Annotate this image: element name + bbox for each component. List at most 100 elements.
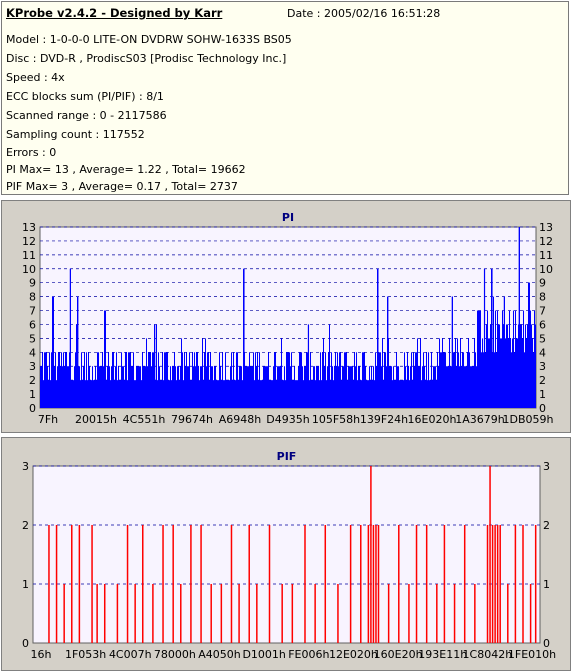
pi-bar	[412, 380, 413, 408]
pi-bar	[464, 366, 465, 408]
pif-bar	[172, 525, 174, 643]
pi-bar	[246, 366, 247, 408]
x-tick-label: 4C551h	[123, 413, 166, 426]
pif-bar	[522, 525, 524, 643]
bars	[40, 227, 536, 408]
pi-bar	[528, 282, 529, 408]
pi-bar	[101, 366, 102, 408]
pi-bar	[322, 352, 323, 408]
pi-bar	[164, 352, 165, 408]
info-model: Model : 1-0-0-0 LITE-ON DVDRW SOHW-1633S…	[6, 33, 292, 46]
chart-title: PIF	[277, 450, 297, 463]
pi-bar	[527, 324, 528, 408]
pi-bar	[251, 366, 252, 408]
pi-bar	[485, 352, 486, 408]
pi-bar	[281, 338, 282, 408]
pi-bar	[51, 352, 52, 408]
pi-bar	[406, 380, 407, 408]
pi-bar	[372, 380, 373, 408]
pi-bar	[526, 338, 527, 408]
pi-bar	[153, 352, 154, 408]
pi-bar	[176, 380, 177, 408]
pif-bar	[496, 525, 499, 643]
pi-bar	[177, 366, 178, 408]
pi-bar	[296, 380, 297, 408]
pi-bar	[366, 380, 367, 408]
y-tick-label-right: 5	[539, 332, 546, 345]
x-tick-label: 7Fh	[38, 413, 58, 426]
pi-bar	[175, 366, 176, 408]
pi-bar	[148, 352, 149, 408]
pi-bar	[171, 380, 172, 408]
pif-bar	[152, 584, 154, 643]
pi-bar	[42, 352, 43, 408]
pi-bar	[56, 380, 57, 408]
pi-bar	[430, 380, 431, 408]
pi-bar	[369, 366, 370, 408]
pi-bar	[242, 380, 243, 408]
pi-bar	[520, 324, 521, 408]
pi-bar	[447, 366, 448, 408]
pi-bar	[76, 324, 77, 408]
pi-bar	[418, 366, 419, 408]
pi-bar	[185, 366, 186, 408]
pi-bar	[217, 380, 218, 408]
y-tick-label-left: 2	[22, 519, 29, 532]
pi-bar	[411, 352, 412, 408]
pi-bar	[220, 366, 221, 408]
pi-bar	[339, 352, 340, 408]
pi-bar	[159, 366, 160, 408]
pi-bar	[254, 380, 255, 408]
pif-bar	[337, 584, 339, 643]
pi-peak-bar	[154, 324, 156, 408]
pi-bar	[270, 380, 271, 408]
pi-bar	[502, 310, 503, 408]
pi-bar	[59, 352, 60, 408]
pif-bar	[248, 525, 250, 643]
pif-bar	[486, 525, 489, 643]
pi-bar	[508, 338, 509, 408]
info-ecc-sum: ECC blocks sum (PI/PIF) : 8/1	[6, 90, 164, 103]
pi-bar	[459, 366, 460, 408]
pi-bar	[204, 352, 205, 408]
pi-bar	[475, 352, 476, 408]
pi-bar	[272, 380, 273, 408]
pi-bar	[155, 380, 156, 408]
x-tick-label: 4C007h	[109, 648, 152, 661]
pi-bar	[416, 352, 417, 408]
pi-bar	[467, 352, 468, 408]
pi-bar	[516, 338, 517, 408]
pi-bar	[156, 324, 157, 408]
pi-bar	[183, 380, 184, 408]
pi-bar	[215, 366, 216, 408]
pi-bar	[133, 352, 134, 408]
pi-bar	[82, 380, 83, 408]
pi-bar	[260, 380, 261, 408]
pi-bar	[440, 352, 441, 408]
pif-bar	[238, 584, 240, 643]
pi-bar	[266, 366, 267, 408]
pif-bar	[367, 525, 370, 643]
pi-bar	[69, 352, 70, 408]
pif-bar	[499, 525, 501, 643]
pi-bar	[74, 366, 75, 408]
pif-bar	[529, 584, 532, 643]
pi-bar	[463, 352, 464, 408]
pif-bar	[48, 525, 50, 643]
pi-bar	[222, 352, 223, 408]
pi-bar	[302, 366, 303, 408]
pi-bar	[107, 366, 108, 408]
pi-bar	[352, 366, 353, 408]
pi-bar	[229, 380, 230, 408]
pi-bar	[399, 380, 400, 408]
pi-bar	[509, 310, 510, 408]
pif-bar	[210, 584, 212, 643]
pif-bar	[96, 584, 98, 643]
pi-bar	[393, 366, 394, 408]
y-tick-label-left: 1	[29, 388, 36, 401]
pi-bar	[161, 380, 162, 408]
pi-bar	[208, 352, 209, 408]
pi-bar	[345, 352, 346, 408]
pif-bar	[415, 525, 418, 643]
